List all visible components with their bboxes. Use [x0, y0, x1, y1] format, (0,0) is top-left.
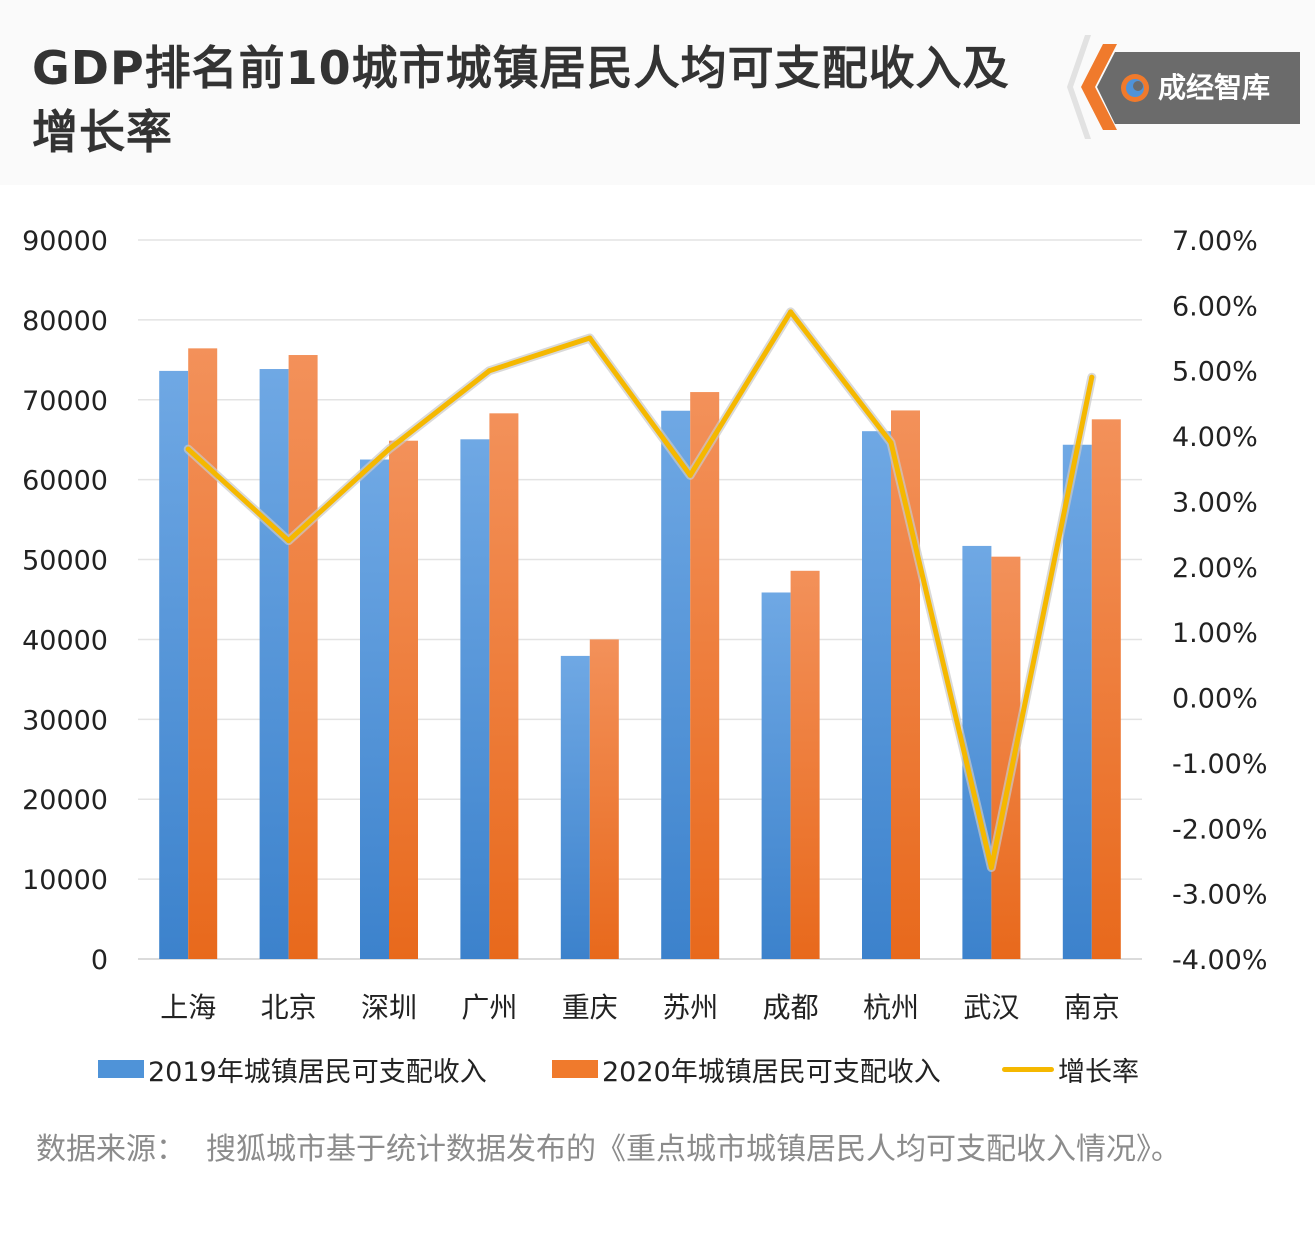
- bar-2020: [489, 413, 519, 960]
- source-label: 数据来源：: [36, 1132, 186, 1167]
- chart-title: GDP排名前10城市城镇居民人均可支配收入及增长率: [32, 41, 1010, 159]
- bar-2019: [862, 431, 891, 960]
- y-right-tick-label: -3.00%: [1172, 880, 1268, 911]
- y-left-tick-label: 50000: [22, 546, 108, 577]
- growth-point: [1089, 374, 1095, 380]
- legend-label-2019: 2019年城镇居民可支配收入: [148, 1056, 487, 1088]
- y-axis-right: -4.00% -3.00% -2.00% -1.00% 0.00% 1.00% 2.00% 3…: [1172, 226, 1268, 976]
- x-tick-label: 北京: [261, 991, 317, 1024]
- bar-2019: [360, 459, 389, 959]
- bar-2020: [690, 392, 720, 959]
- growth-line-path: [185, 309, 1095, 870]
- bar-2019: [661, 410, 691, 959]
- x-tick-label: 苏州: [662, 991, 718, 1024]
- legend-item-2020: 2020年城镇居民可支配收入: [552, 1046, 941, 1092]
- x-tick-label: 杭州: [863, 991, 919, 1024]
- y-right-tick-label: -1.00%: [1172, 749, 1268, 780]
- y-left-tick-label: 40000: [22, 625, 108, 656]
- legend-item-2019: 2019年城镇居民可支配收入: [98, 1046, 487, 1092]
- bars: [159, 348, 1121, 960]
- y-right-tick-label: -4.00%: [1172, 945, 1268, 976]
- bar-2019: [460, 439, 490, 960]
- y-right-tick-label: 1.00%: [1172, 618, 1258, 649]
- growth-point: [788, 309, 794, 315]
- x-tick-label: 上海: [160, 991, 216, 1024]
- legend-label-2020: 2020年城镇居民可支配收入: [602, 1056, 941, 1088]
- y-right-tick-label: -2.00%: [1172, 814, 1268, 845]
- x-axis: 上海 北京 深圳 广州 重庆 苏州 成都 杭州 武汉 南京: [160, 991, 1120, 1024]
- brand-name: 成经智库: [1158, 71, 1271, 104]
- growth-point: [286, 538, 292, 544]
- y-left-tick-label: 70000: [22, 386, 108, 417]
- bar-2020: [1091, 419, 1121, 959]
- x-tick-label: 深圳: [361, 991, 417, 1024]
- legend-swatch-growth: [1002, 1066, 1054, 1072]
- growth-point: [587, 335, 593, 341]
- growth-line: [183, 307, 1097, 872]
- brand-logo: [1067, 35, 1300, 139]
- y-right-tick-label: 4.00%: [1172, 422, 1258, 453]
- y-left-tick-label: 80000: [22, 306, 108, 337]
- y-axis-left: 0 10000 20000 30000 40000 50000 60000 70000 8000…: [22, 226, 108, 976]
- y-left-tick-label: 30000: [22, 705, 108, 736]
- header-panel: GDP排名前10城市城镇居民人均可支配收入及增长率 成经智库: [0, 0, 1315, 185]
- growth-point: [988, 864, 994, 870]
- y-left-tick-label: 90000: [22, 226, 108, 257]
- y-right-tick-label: 2.00%: [1172, 553, 1258, 584]
- bar-2019: [761, 592, 791, 959]
- x-tick-label: 武汉: [963, 991, 1019, 1024]
- bar-2019: [560, 655, 590, 959]
- bar-2019: [259, 369, 289, 959]
- x-tick-label: 南京: [1064, 991, 1120, 1024]
- bar-2019: [1062, 444, 1092, 959]
- growth-line-shadow: [183, 307, 1097, 872]
- bar-2020: [288, 355, 318, 959]
- legend-swatch-2019: [98, 1060, 144, 1078]
- growth-point: [386, 446, 392, 452]
- y-left-tick-label: 0: [91, 945, 108, 976]
- bar-2019: [159, 370, 189, 959]
- bar-2020: [389, 440, 418, 959]
- x-tick-label: 重庆: [562, 991, 618, 1024]
- bar-2020: [188, 348, 218, 960]
- bar-2020: [589, 639, 619, 959]
- y-right-tick-label: 7.00%: [1172, 226, 1258, 257]
- growth-point: [687, 472, 693, 478]
- x-tick-label: 广州: [461, 991, 517, 1024]
- y-right-tick-label: 0.00%: [1172, 684, 1258, 715]
- growth-point: [888, 440, 894, 446]
- y-right-tick-label: 3.00%: [1172, 487, 1258, 518]
- x-tick-label: 成都: [763, 991, 819, 1024]
- y-right-tick-label: 6.00%: [1172, 291, 1258, 322]
- chart: 0 10000 20000 30000 40000 50000 60000 70000 8000…: [22, 226, 1268, 1024]
- bar-2020: [790, 570, 820, 959]
- y-right-tick-label: 5.00%: [1172, 357, 1258, 388]
- source-text: 搜狐城市基于统计数据发布的《重点城市城镇居民人均可支配收入情况》。: [206, 1132, 1181, 1167]
- legend-swatch-2020: [552, 1060, 598, 1078]
- y-left-tick-label: 20000: [22, 785, 108, 816]
- y-left-tick-label: 10000: [22, 865, 108, 896]
- legend-item-growth: 增长率: [1002, 1046, 1139, 1092]
- growth-point: [486, 368, 492, 374]
- legend: 2019年城镇居民可支配收入 2020年城镇居民可支配收入 增长率: [0, 1046, 1315, 1092]
- growth-point: [185, 446, 191, 452]
- y-left-tick-label: 60000: [22, 466, 108, 497]
- legend-label-growth: 增长率: [1058, 1056, 1139, 1088]
